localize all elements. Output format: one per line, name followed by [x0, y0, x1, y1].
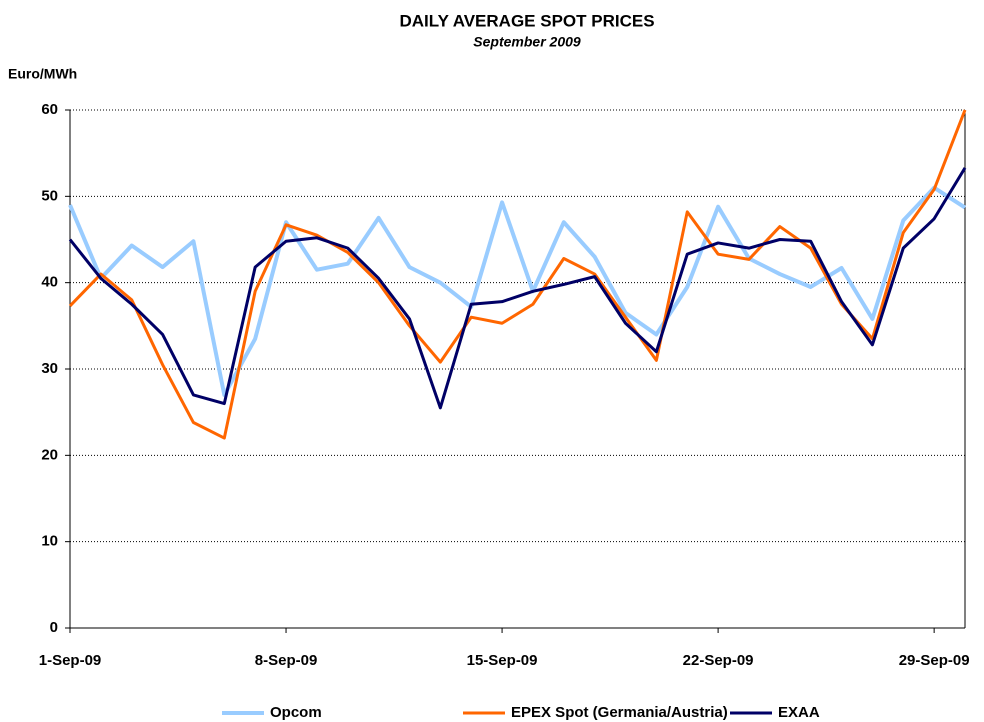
y-tick-label: 10: [41, 533, 58, 550]
series-line: [68, 185, 967, 397]
x-tick-label: 29-Sep-09: [899, 652, 970, 669]
legend-label: Opcom: [270, 704, 322, 721]
x-tick-label: 22-Sep-09: [683, 652, 754, 669]
y-axis-label: Euro/MWh: [8, 66, 77, 82]
series-line: [68, 167, 967, 410]
legend-label: EXAA: [778, 704, 820, 721]
y-tick-label: 20: [41, 446, 58, 463]
series-line: [68, 109, 967, 440]
y-tick-label: 60: [41, 101, 58, 118]
y-tick-label: 40: [41, 274, 58, 291]
chart-title: DAILY AVERAGE SPOT PRICES: [399, 11, 654, 30]
chart-subtitle: September 2009: [473, 34, 581, 50]
y-tick-label: 50: [41, 187, 58, 204]
x-tick-label: 8-Sep-09: [255, 652, 318, 669]
legend-label: EPEX Spot (Germania/Austria): [511, 704, 728, 721]
y-tick-label: 0: [50, 619, 58, 636]
x-tick-label: 15-Sep-09: [467, 652, 538, 669]
x-tick-label: 1-Sep-09: [39, 652, 102, 669]
y-tick-label: 30: [41, 360, 58, 377]
